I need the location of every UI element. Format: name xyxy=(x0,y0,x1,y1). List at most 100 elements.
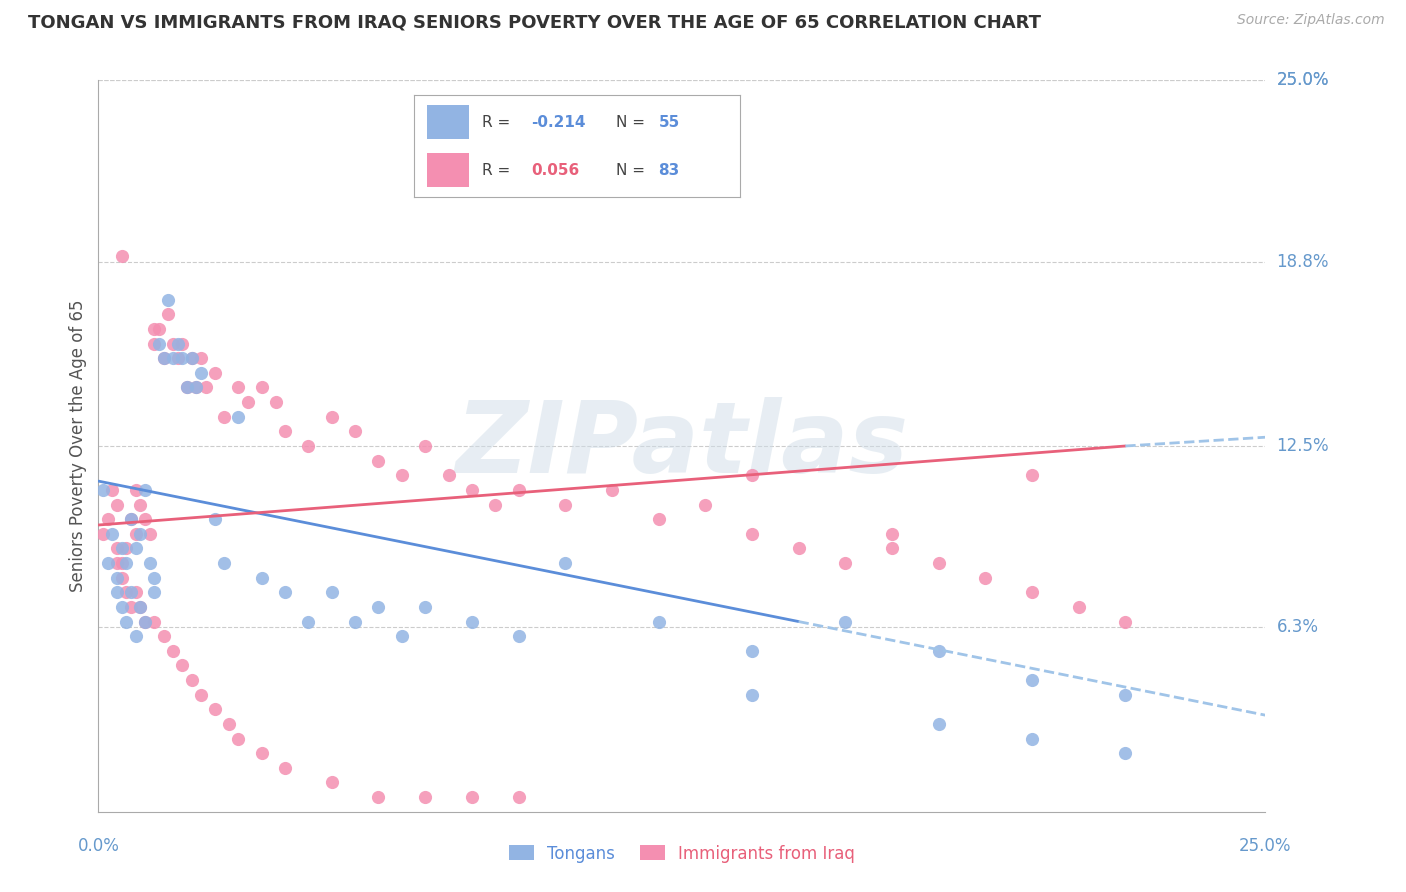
Point xyxy=(297,615,319,629)
Text: 12.5%: 12.5% xyxy=(1277,437,1329,455)
Point xyxy=(129,526,152,541)
Point xyxy=(1114,746,1136,760)
Point xyxy=(461,790,484,805)
Point xyxy=(134,615,156,629)
Point xyxy=(413,599,436,614)
Point xyxy=(741,468,763,483)
Point xyxy=(834,615,856,629)
Point xyxy=(554,556,576,570)
Point xyxy=(297,439,319,453)
Point xyxy=(250,571,273,585)
Point xyxy=(508,790,530,805)
Point xyxy=(413,439,436,453)
Point xyxy=(111,541,134,556)
Point xyxy=(125,526,148,541)
Point xyxy=(1021,673,1043,687)
Point xyxy=(236,395,259,409)
Point xyxy=(344,615,367,629)
Point xyxy=(647,176,669,190)
Point xyxy=(274,425,297,439)
Point xyxy=(143,336,166,351)
Point xyxy=(152,351,174,366)
Point xyxy=(105,585,128,599)
Point xyxy=(129,498,152,512)
Point xyxy=(787,541,810,556)
Point xyxy=(97,556,120,570)
Point xyxy=(1114,688,1136,702)
Text: 25.0%: 25.0% xyxy=(1239,837,1292,855)
Point xyxy=(344,425,367,439)
Point xyxy=(91,526,114,541)
Point xyxy=(1021,731,1043,746)
Point xyxy=(129,599,152,614)
Point xyxy=(228,731,250,746)
Point xyxy=(190,688,212,702)
Point xyxy=(152,629,174,643)
Point xyxy=(115,556,138,570)
Point xyxy=(391,629,413,643)
Point xyxy=(125,629,148,643)
Point xyxy=(176,380,198,394)
Point xyxy=(484,498,506,512)
Point xyxy=(321,585,343,599)
Y-axis label: Seniors Poverty Over the Age of 65: Seniors Poverty Over the Age of 65 xyxy=(69,300,87,592)
Point xyxy=(166,336,188,351)
Point xyxy=(741,526,763,541)
Point xyxy=(228,380,250,394)
Point xyxy=(741,688,763,702)
Point xyxy=(250,380,273,394)
Point xyxy=(274,585,297,599)
Point xyxy=(834,556,856,570)
Point xyxy=(250,746,273,760)
Point xyxy=(129,599,152,614)
Point xyxy=(134,512,156,526)
Point xyxy=(105,571,128,585)
Point xyxy=(218,717,240,731)
Legend: Tongans, Immigrants from Iraq: Tongans, Immigrants from Iraq xyxy=(502,838,862,869)
Point xyxy=(647,512,669,526)
Point xyxy=(105,556,128,570)
Point xyxy=(186,380,208,394)
Point xyxy=(928,556,950,570)
Point xyxy=(143,615,166,629)
Point xyxy=(413,790,436,805)
Point xyxy=(367,790,389,805)
Point xyxy=(125,541,148,556)
Point xyxy=(190,366,212,380)
Point xyxy=(194,380,217,394)
Point xyxy=(172,351,194,366)
Point xyxy=(264,395,287,409)
Point xyxy=(162,336,184,351)
Point xyxy=(1021,468,1043,483)
Point xyxy=(91,483,114,497)
Point xyxy=(143,585,166,599)
Point xyxy=(180,673,202,687)
Point xyxy=(157,307,180,321)
Point xyxy=(176,380,198,394)
Point xyxy=(111,249,134,263)
Text: TONGAN VS IMMIGRANTS FROM IRAQ SENIORS POVERTY OVER THE AGE OF 65 CORRELATION CH: TONGAN VS IMMIGRANTS FROM IRAQ SENIORS P… xyxy=(28,13,1040,31)
Text: 0.0%: 0.0% xyxy=(77,837,120,855)
Point xyxy=(180,351,202,366)
Point xyxy=(97,512,120,526)
Point xyxy=(166,351,188,366)
Point xyxy=(928,717,950,731)
Point xyxy=(162,644,184,658)
Point xyxy=(1114,615,1136,629)
Point xyxy=(461,483,484,497)
Point xyxy=(111,556,134,570)
Point xyxy=(437,468,460,483)
Point xyxy=(120,599,142,614)
Text: ZIPatlas: ZIPatlas xyxy=(456,398,908,494)
Point xyxy=(111,571,134,585)
Point xyxy=(139,556,162,570)
Point xyxy=(115,585,138,599)
Point xyxy=(508,483,530,497)
Point xyxy=(120,585,142,599)
Point xyxy=(974,571,997,585)
Point xyxy=(367,453,389,467)
Point xyxy=(143,571,166,585)
Point xyxy=(461,615,484,629)
Point xyxy=(125,483,148,497)
Point xyxy=(508,629,530,643)
